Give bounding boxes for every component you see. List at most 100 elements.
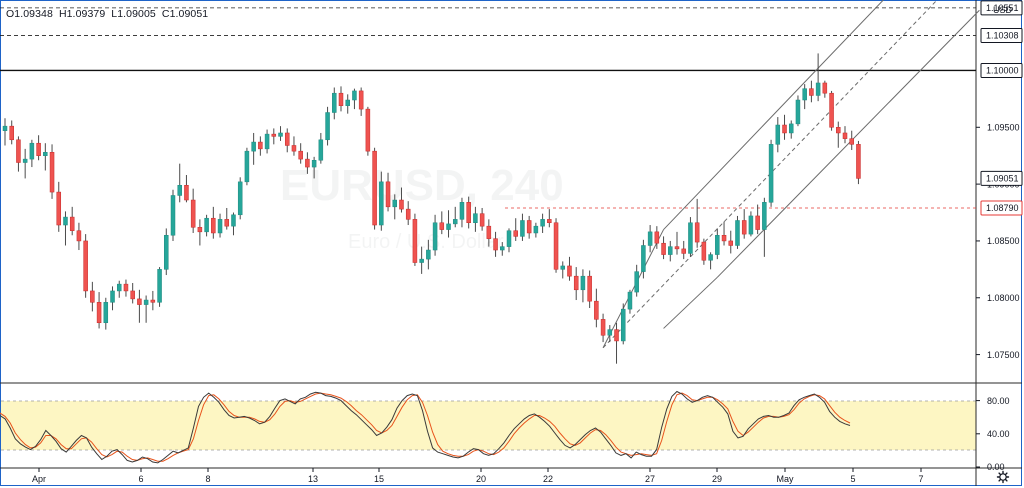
candle-up xyxy=(157,269,162,303)
candle-down xyxy=(197,227,203,233)
candle-up xyxy=(715,235,720,255)
candle-down xyxy=(567,265,572,277)
candle-up xyxy=(110,290,115,303)
candle-up xyxy=(748,215,754,235)
candle-down xyxy=(661,242,666,255)
candle-up xyxy=(116,283,122,292)
candle-up xyxy=(311,159,317,168)
channel-upper-line xyxy=(663,0,885,230)
candle-up xyxy=(278,132,283,137)
candle-up xyxy=(607,329,613,336)
candle-up xyxy=(43,152,48,156)
candle-up xyxy=(560,265,566,270)
candle-up xyxy=(506,230,512,247)
candle-up xyxy=(620,308,626,342)
candle-up xyxy=(237,181,243,216)
candle-up xyxy=(815,82,821,96)
candle-up xyxy=(540,219,545,227)
price-label-text: 1.09051 xyxy=(986,174,1019,184)
candle-down xyxy=(721,235,727,242)
currency-label[interactable]: USD xyxy=(993,5,1013,15)
candle-down xyxy=(836,127,841,134)
candle-down xyxy=(526,220,532,234)
candle-up xyxy=(647,231,653,246)
candle-up xyxy=(251,141,256,152)
x-tick-label: Apr xyxy=(32,474,46,484)
candle-up xyxy=(177,184,182,196)
candle-down xyxy=(594,300,599,320)
watermark-symbol: EURUSD, 240 xyxy=(280,161,564,210)
candle-down xyxy=(547,219,552,224)
stochastic-panel[interactable] xyxy=(0,390,976,464)
candle-up xyxy=(735,220,740,246)
x-tick-label: May xyxy=(776,474,794,484)
candle-up xyxy=(775,124,781,145)
candle-down xyxy=(399,199,404,210)
x-tick-label: 20 xyxy=(476,474,486,484)
x-tick-label: 13 xyxy=(308,474,318,484)
candle-down xyxy=(479,213,485,227)
candle-up xyxy=(170,195,176,236)
time-axis[interactable]: Apr 6 8 13 15 20 22 27 29 May 5 7 xyxy=(32,468,924,484)
ohlc-low: L1.09005 xyxy=(111,8,156,20)
candle-down xyxy=(842,132,848,139)
candle-down xyxy=(9,125,14,141)
candle-down xyxy=(365,108,371,152)
candle-up xyxy=(325,112,330,141)
candle-up xyxy=(318,139,324,161)
candle-down xyxy=(16,139,21,163)
candle-up xyxy=(426,249,431,260)
price-axis[interactable]: 1.095001.090001.085001.080001.075001.105… xyxy=(976,0,1023,360)
candle-down xyxy=(600,319,606,336)
candle-down xyxy=(184,184,189,201)
candle-down xyxy=(137,298,142,305)
candle-up xyxy=(641,245,646,272)
candle-up xyxy=(29,142,35,160)
candle-down xyxy=(90,290,95,303)
candle-down xyxy=(49,152,55,193)
candle-down xyxy=(83,240,88,292)
stoch-tick-label: 40.00 xyxy=(987,429,1010,439)
candle-up xyxy=(446,223,451,230)
candle-up xyxy=(580,275,586,291)
candle-down xyxy=(271,133,277,137)
stochastic-axis: 80.00 40.00 0.00 xyxy=(976,396,1010,472)
candle-down xyxy=(573,275,579,291)
price-label-text: 1.10551 xyxy=(986,3,1019,13)
candle-up xyxy=(217,219,223,234)
candle-down xyxy=(486,225,492,239)
x-tick-label: 15 xyxy=(374,474,384,484)
candle-down xyxy=(56,191,62,226)
candle-down xyxy=(822,82,828,94)
price-channel[interactable] xyxy=(602,0,980,349)
candle-up xyxy=(520,220,525,237)
candle-down xyxy=(849,138,854,145)
stochastic-k-line xyxy=(0,390,851,464)
candle-down xyxy=(224,219,230,227)
price-label-text: 1.10308 xyxy=(986,31,1019,41)
candle-up xyxy=(264,133,270,150)
candle-up xyxy=(419,258,424,263)
stoch-tick-label: 0.00 xyxy=(987,462,1005,472)
candle-down xyxy=(405,208,411,220)
candle-down xyxy=(513,230,518,237)
candle-up xyxy=(63,216,68,226)
candle-up xyxy=(164,235,169,270)
candle-down xyxy=(587,275,592,302)
candle-down xyxy=(123,283,129,292)
gear-icon[interactable] xyxy=(996,470,1010,484)
channel-lower-line xyxy=(716,9,980,278)
y-tick-label: 1.08500 xyxy=(987,236,1020,246)
candle-up xyxy=(231,214,236,227)
stochastic-d-line xyxy=(0,392,851,462)
x-tick-label: 29 xyxy=(712,474,722,484)
candle-up xyxy=(708,254,713,261)
x-tick-label: 22 xyxy=(543,474,553,484)
x-tick-label: 6 xyxy=(138,474,143,484)
candle-up xyxy=(634,271,639,293)
candle-up xyxy=(768,144,774,203)
ohlc-open: O1.09348 xyxy=(6,8,53,20)
candle-up xyxy=(244,150,250,183)
candle-up xyxy=(392,199,398,208)
